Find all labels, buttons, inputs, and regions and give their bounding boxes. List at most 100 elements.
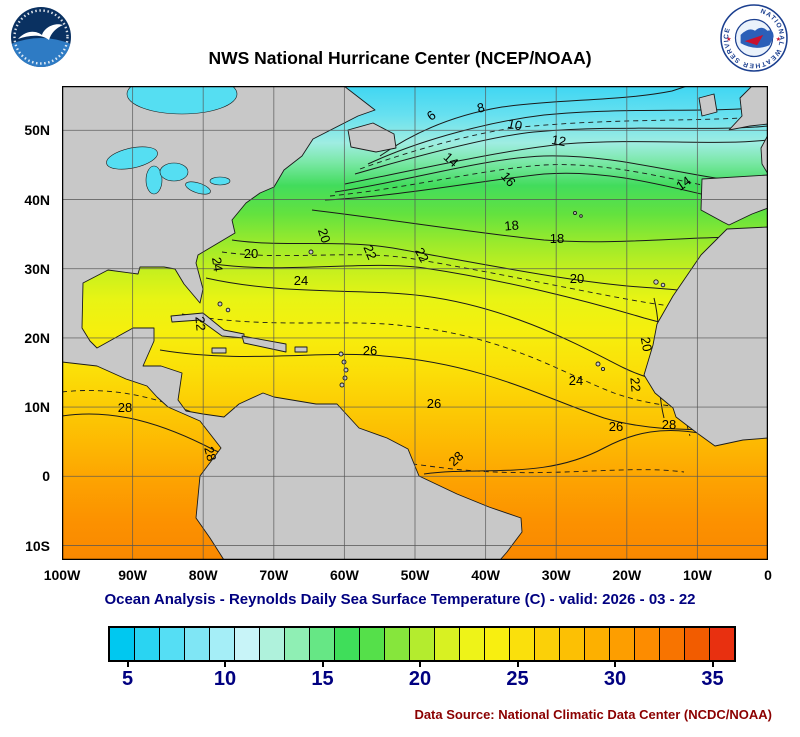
lon-label-60W: 60W: [329, 567, 359, 583]
contour-label: 22: [627, 377, 643, 393]
lat-label-10N: 10N: [24, 399, 50, 416]
contour-label: 20: [315, 226, 334, 244]
small-islands: [217, 211, 666, 388]
lon-label-40W: 40W: [471, 567, 500, 583]
colorbar: [108, 626, 736, 662]
colorbar-segment: [135, 628, 160, 660]
colorbar-segment: [585, 628, 610, 660]
colorbar-segment: [110, 628, 135, 660]
land-hispaniola: [241, 335, 287, 353]
land-masses: [61, 85, 769, 561]
colorbar-tick-label: 30: [603, 668, 627, 690]
contour-label: 28: [201, 445, 219, 463]
lat-label-10S: 10S: [25, 537, 50, 554]
colorbar-segment: [335, 628, 360, 660]
lon-label-10W: 10W: [682, 567, 712, 583]
lat-label-40N: 40N: [24, 191, 50, 208]
noaa-logo: [10, 6, 72, 68]
lat-label-0: 0: [42, 468, 50, 485]
contour-label: 24: [569, 373, 583, 388]
lon-label-70W: 70W: [259, 567, 289, 583]
lon-label-90W: 90W: [118, 567, 147, 583]
colorbar-segment: [460, 628, 485, 660]
colorbar-segment: [635, 628, 660, 660]
colorbar-segment: [285, 628, 310, 660]
colorbar-segment: [310, 628, 335, 660]
lake-huron: [159, 162, 189, 182]
contour-label: 24: [294, 273, 308, 288]
colorbar-segment: [610, 628, 635, 660]
colorbar-segment: [560, 628, 585, 660]
nws-star-left: ★: [726, 36, 732, 43]
colorbar-segment: [685, 628, 710, 660]
data-source: Data Source: National Climatic Data Cent…: [414, 707, 772, 722]
lat-label-30N: 30N: [24, 260, 50, 277]
contour-label: 20: [244, 246, 258, 261]
contour-label: 12: [550, 132, 567, 149]
lon-label-0: 0: [764, 567, 772, 583]
colorbar-segment: [510, 628, 535, 660]
colorbar-segment: [435, 628, 460, 660]
colorbar-segment: [260, 628, 285, 660]
colorbar-segment: [660, 628, 685, 660]
nws-star-right: ★: [776, 36, 782, 43]
nws-logo-svg: NATIONAL WEATHER SERVICE ★ ★: [720, 4, 788, 72]
colorbar-tick-label: 20: [408, 668, 432, 690]
contour-label: 18: [550, 231, 564, 246]
colorbar-segment: [185, 628, 210, 660]
colorbar-tick-label: 10: [213, 668, 237, 690]
sst-map: 6 8 10 12 14 16 18 18 14 20 20 22 22 24 24 20 22 26 24 20 26…: [60, 73, 770, 562]
graticule: [62, 86, 768, 560]
colorbar-segment: [535, 628, 560, 660]
lon-label-20W: 20W: [612, 567, 642, 583]
contour-label: 14: [673, 173, 693, 194]
colorbar-segment: [485, 628, 510, 660]
contour-label: 20: [638, 336, 655, 353]
lon-label-80W: 80W: [188, 567, 218, 583]
noaa-logo-svg: [11, 7, 71, 67]
lake-erie: [185, 181, 211, 195]
nws-logo: NATIONAL WEATHER SERVICE ★ ★: [720, 4, 788, 72]
colorbar-tick-mark: [224, 662, 226, 667]
lake-ontario: [209, 176, 231, 186]
colorbar-tick-mark: [126, 662, 129, 667]
contour-label: 22: [192, 316, 208, 332]
lon-label-100W: 100W: [43, 567, 81, 583]
map-subtitle: Ocean Analysis - Reynolds Daily Sea Surf…: [104, 591, 696, 608]
colorbar-tick-label: 25: [506, 668, 529, 690]
contour-label: 28: [662, 417, 676, 432]
page-title: NWS National Hurricane Center (NCEP/NOAA…: [208, 48, 592, 68]
noaa-gull-icon: [18, 24, 63, 40]
contour-label: 20: [570, 271, 584, 286]
colorbar-segment: [385, 628, 410, 660]
colorbar-segment: [410, 628, 435, 660]
colorbar-tick-mark: [614, 662, 616, 667]
colorbar-segment: [235, 628, 260, 660]
contour-label: 8: [475, 99, 486, 115]
contour-label: 10: [506, 116, 523, 134]
contour-label: 24: [209, 256, 226, 272]
land-jamaica: [211, 347, 227, 354]
land-ireland: [698, 93, 718, 117]
contour-label: 28: [118, 400, 132, 415]
lat-label-20N: 20N: [24, 329, 50, 346]
colorbar-segment: [160, 628, 185, 660]
lon-label-50W: 50W: [400, 567, 430, 583]
colorbar-tick-label: 5: [121, 668, 134, 690]
colorbar-tick-mark: [516, 662, 519, 667]
land-puerto-rico: [294, 346, 308, 353]
colorbar-segment: [360, 628, 385, 660]
colorbar-tick-mark: [419, 662, 421, 667]
longitude-axis: 100W 90W 80W 70W 60W 50W 40W 30W 20W 10W 0: [43, 567, 772, 583]
colorbar-segment: [710, 628, 734, 660]
colorbar-tick-label: 35: [701, 668, 724, 690]
lat-label-50N: 50N: [24, 122, 50, 139]
colorbar-tick-mark: [711, 662, 714, 667]
contour-label: 26: [363, 343, 377, 358]
contour-label: 18: [504, 217, 520, 233]
contour-label: 22: [412, 245, 432, 265]
latitude-axis: 50N 40N 30N 20N 10N 0 10S: [0, 0, 56, 600]
